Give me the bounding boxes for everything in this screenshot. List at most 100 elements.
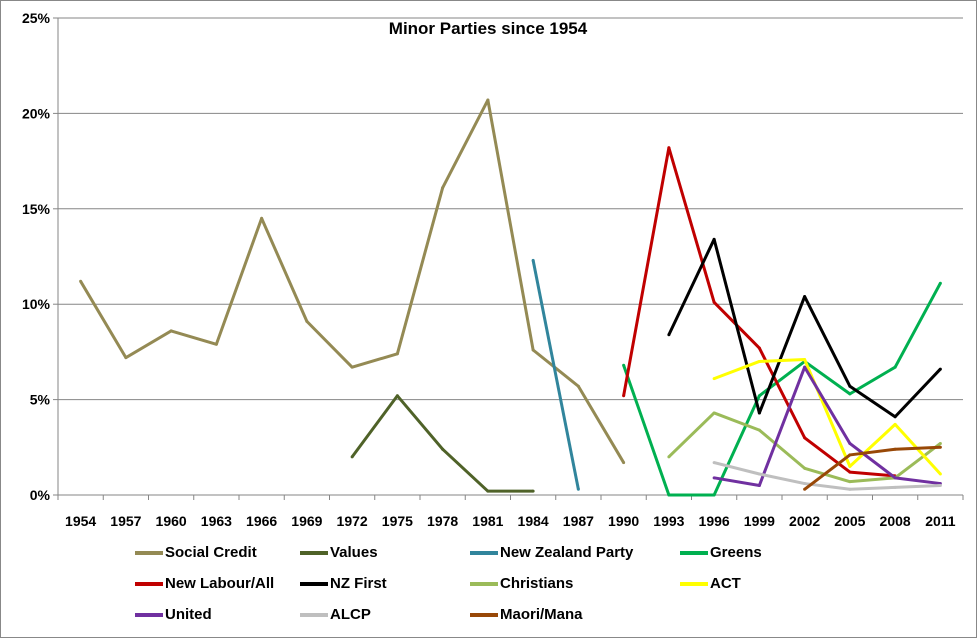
legend-label: Social Credit: [165, 544, 257, 561]
data-point-nz-first: [667, 333, 671, 337]
x-tick-label: 1987: [563, 513, 594, 529]
data-point-greens: [938, 281, 942, 285]
legend-item: Christians: [470, 575, 573, 592]
x-tick-label: 1993: [653, 513, 684, 529]
x-tick-label: 1972: [337, 513, 368, 529]
data-point-united: [757, 483, 761, 487]
x-tick-label: 1963: [201, 513, 232, 529]
data-point-alcp: [803, 482, 807, 486]
series-line-new-zealand-party: [531, 260, 580, 490]
legend-item: United: [135, 606, 212, 623]
legend-item: New Zealand Party: [470, 544, 633, 561]
data-point-alcp: [893, 485, 897, 489]
legend-swatch: [470, 612, 498, 617]
data-point-social-credit: [622, 461, 626, 465]
legend-label: ACT: [710, 575, 741, 592]
series-line-maori-mana: [803, 445, 941, 491]
series-line-alcp: [713, 461, 941, 491]
data-point-values: [441, 447, 445, 451]
data-point-new-labour-all: [712, 300, 716, 304]
x-tick-label: 1954: [65, 513, 96, 529]
legend-item: Greens: [680, 544, 762, 561]
data-point-greens: [667, 493, 671, 497]
data-point-united: [848, 441, 852, 445]
legend-label: Maori/Mana: [500, 606, 583, 623]
x-tick-label: 1999: [744, 513, 775, 529]
x-tick-label: 1975: [382, 513, 413, 529]
legend-swatch: [300, 612, 328, 617]
data-point-maori-mana: [848, 453, 852, 457]
data-point-social-credit: [350, 365, 354, 369]
legend-swatch: [470, 581, 498, 586]
data-point-new-labour-all: [803, 436, 807, 440]
x-tick-label: 2008: [880, 513, 911, 529]
x-tick-label: 1981: [472, 513, 503, 529]
data-point-social-credit: [486, 98, 490, 102]
legend-swatch: [300, 550, 328, 555]
legend-item: ALCP: [300, 606, 371, 623]
x-tick-label: 1996: [699, 513, 730, 529]
data-point-christians: [712, 411, 716, 415]
data-point-nz-first: [893, 415, 897, 419]
data-point-alcp: [848, 487, 852, 491]
y-tick-label: 20%: [22, 105, 51, 121]
x-tick-label: 2011: [925, 513, 956, 529]
data-point-greens: [712, 493, 716, 497]
data-point-act: [757, 359, 761, 363]
y-tick-label: 25%: [22, 10, 51, 26]
data-point-maori-mana: [803, 487, 807, 491]
data-point-new-labour-all: [622, 394, 626, 398]
data-point-greens: [622, 363, 626, 367]
data-point-alcp: [757, 472, 761, 476]
data-point-social-credit: [441, 186, 445, 190]
data-point-new-labour-all: [757, 346, 761, 350]
data-point-social-credit: [214, 342, 218, 346]
data-point-nz-first: [938, 367, 942, 371]
data-point-values: [531, 489, 535, 493]
legend-label: New Labour/All: [165, 575, 275, 592]
data-point-values: [350, 455, 354, 459]
y-tick-label: 15%: [22, 201, 51, 217]
x-tick-label: 2002: [789, 513, 820, 529]
x-tick-label: 1990: [608, 513, 639, 529]
x-tick-label: 1960: [156, 513, 187, 529]
data-point-social-credit: [395, 352, 399, 356]
data-point-nz-first: [712, 237, 716, 241]
legend-label: Christians: [500, 575, 574, 592]
legend-label: New Zealand Party: [500, 544, 634, 561]
x-tick-label: 2005: [834, 513, 865, 529]
data-point-nz-first: [757, 411, 761, 415]
legend-swatch: [135, 550, 163, 555]
legend-item: Maori/Mana: [470, 606, 583, 623]
data-point-new-labour-all: [848, 470, 852, 474]
data-point-values: [395, 394, 399, 398]
legend-label: NZ First: [330, 575, 387, 592]
legend-label: United: [165, 606, 212, 623]
data-point-new-labour-all: [667, 146, 671, 150]
series-line-social-credit: [79, 98, 625, 464]
series-line-act: [713, 358, 942, 476]
data-point-greens: [848, 392, 852, 396]
chart-title: Minor Parties since 1954: [389, 19, 588, 38]
legend-swatch: [300, 581, 328, 586]
series-line-values: [350, 394, 534, 493]
data-point-values: [486, 489, 490, 493]
legend-swatch: [680, 550, 708, 555]
legend-item: Social Credit: [135, 544, 257, 561]
data-point-act: [938, 472, 942, 476]
data-point-nz-first: [848, 384, 852, 388]
data-point-act: [803, 358, 807, 362]
legend-item: NZ First: [300, 575, 387, 592]
series-line-united: [713, 365, 941, 487]
data-point-act: [848, 464, 852, 468]
data-point-united: [803, 365, 807, 369]
series-line-nz-first: [667, 237, 942, 419]
legend-swatch: [135, 581, 163, 586]
series-line-christians: [667, 411, 942, 484]
x-tick-label: 1957: [110, 513, 141, 529]
data-point-maori-mana: [938, 445, 942, 449]
data-point-social-credit: [531, 348, 535, 352]
x-tick-label: 1966: [246, 513, 277, 529]
data-point-act: [893, 422, 897, 426]
